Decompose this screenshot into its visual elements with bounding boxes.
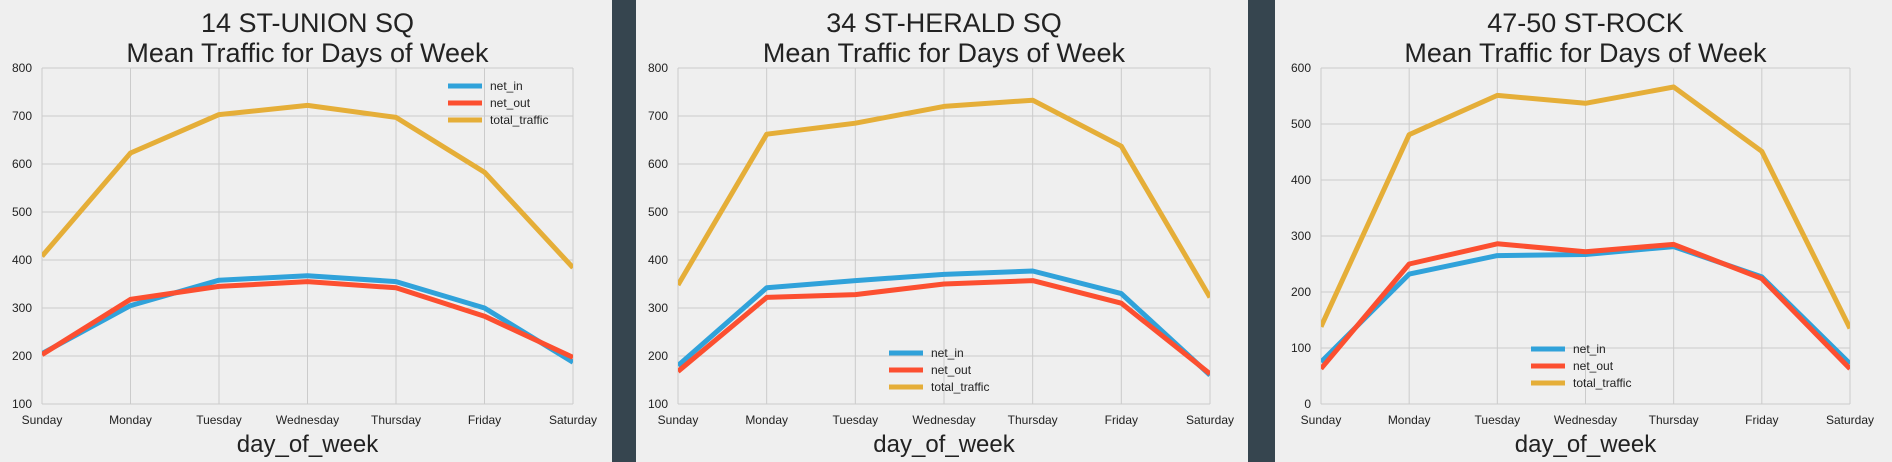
y-tick-label: 200 — [648, 349, 668, 363]
x-tick-label: Sunday — [1301, 413, 1342, 427]
x-tick-label: Monday — [109, 413, 152, 427]
y-tick-label: 300 — [648, 301, 668, 315]
y-tick-label: 500 — [648, 205, 668, 219]
y-tick-label: 300 — [12, 301, 32, 315]
legend-label: net_in — [490, 79, 523, 93]
legend-label: total_traffic — [1573, 376, 1631, 390]
y-tick-label: 100 — [12, 397, 32, 411]
series-line-net-out — [42, 279, 573, 360]
legend-label: net_out — [931, 363, 972, 377]
y-tick-label: 600 — [648, 157, 668, 171]
x-tick-label: Saturday — [1826, 413, 1874, 427]
x-tick-label: Thursday — [1008, 413, 1058, 427]
x-axis-label: day_of_week — [237, 431, 379, 458]
y-tick-label: 600 — [1291, 61, 1311, 75]
x-tick-label: Saturday — [1186, 413, 1234, 427]
y-tick-label: 0 — [1304, 397, 1311, 411]
x-axis-label: day_of_week — [873, 431, 1015, 458]
x-tick-label: Saturday — [549, 413, 597, 427]
series-line-total-traffic — [42, 102, 573, 270]
series-line-net-in — [678, 268, 1210, 378]
chart-title: 47-50 ST-ROCK Mean Traffic for Days of We… — [1404, 8, 1767, 68]
chart-union-sq: 14 ST-UNION SQ Mean Traffic for Days of W… — [12, 8, 597, 458]
chart-legend: net_in net_out total_traffic — [889, 346, 989, 394]
y-tick-label: 800 — [12, 61, 32, 75]
y-tick-label: 100 — [1291, 341, 1311, 355]
y-tick-label: 100 — [648, 397, 668, 411]
x-tick-label: Tuesday — [1475, 413, 1521, 427]
legend-label: total_traffic — [490, 113, 548, 127]
x-tick-label: Sunday — [658, 413, 699, 427]
y-tick-label: 700 — [648, 109, 668, 123]
chart-title-line: Mean Traffic for Days of Week — [126, 38, 489, 68]
y-tick-label: 600 — [12, 157, 32, 171]
y-tick-label: 200 — [12, 349, 32, 363]
x-tick-label: Friday — [468, 413, 501, 427]
y-tick-label: 500 — [12, 205, 32, 219]
x-tick-label: Tuesday — [196, 413, 242, 427]
y-tick-label: 800 — [648, 61, 668, 75]
series-line-net-in — [42, 273, 573, 365]
y-tick-label: 200 — [1291, 285, 1311, 299]
series-line-total-traffic — [1321, 84, 1850, 330]
x-axis-label: day_of_week — [1515, 431, 1657, 458]
x-tick-label: Friday — [1105, 413, 1138, 427]
chart-panel-herald-sq: 34 ST-HERALD SQ Mean Traffic for Days of … — [636, 0, 1248, 462]
legend-label: net_in — [931, 346, 964, 360]
chart-title-line: 14 ST-UNION SQ — [201, 8, 414, 38]
series-line-total-traffic — [678, 97, 1210, 299]
chart-legend: net_in net_out total_traffic — [448, 79, 548, 127]
legend-label: net_in — [1573, 342, 1606, 356]
x-tick-label: Monday — [1388, 413, 1431, 427]
chart-herald-sq: 34 ST-HERALD SQ Mean Traffic for Days of … — [648, 8, 1234, 458]
y-tick-label: 400 — [1291, 173, 1311, 187]
legend-label: total_traffic — [931, 380, 989, 394]
legend-label: net_out — [490, 96, 531, 110]
chart-legend: net_in net_out total_traffic — [1531, 342, 1631, 390]
x-tick-label: Sunday — [22, 413, 63, 427]
chart-title-line: Mean Traffic for Days of Week — [763, 38, 1126, 68]
chart-panel-union-sq: 14 ST-UNION SQ Mean Traffic for Days of W… — [0, 0, 612, 462]
x-tick-label: Friday — [1745, 413, 1778, 427]
x-tick-label: Wednesday — [1554, 413, 1617, 427]
chart-title-line: Mean Traffic for Days of Week — [1404, 38, 1767, 68]
y-tick-label: 300 — [1291, 229, 1311, 243]
x-tick-label: Wednesday — [276, 413, 339, 427]
y-tick-label: 400 — [648, 253, 668, 267]
y-tick-label: 700 — [12, 109, 32, 123]
chart-panel-rock: 47-50 ST-ROCK Mean Traffic for Days of We… — [1275, 0, 1892, 462]
x-tick-label: Tuesday — [833, 413, 879, 427]
chart-title: 14 ST-UNION SQ Mean Traffic for Days of W… — [126, 8, 489, 68]
x-tick-label: Monday — [745, 413, 788, 427]
legend-label: net_out — [1573, 359, 1614, 373]
series-line-net-out — [678, 278, 1210, 376]
series-line-net-out — [1321, 241, 1850, 371]
chart-title-line: 34 ST-HERALD SQ — [826, 8, 1062, 38]
chart-rock: 47-50 ST-ROCK Mean Traffic for Days of We… — [1291, 8, 1874, 458]
y-tick-label: 500 — [1291, 117, 1311, 131]
y-tick-label: 400 — [12, 253, 32, 267]
x-tick-label: Thursday — [371, 413, 421, 427]
chart-title: 34 ST-HERALD SQ Mean Traffic for Days of … — [763, 8, 1126, 68]
x-tick-label: Thursday — [1649, 413, 1699, 427]
x-tick-label: Wednesday — [912, 413, 975, 427]
chart-title-line: 47-50 ST-ROCK — [1487, 8, 1684, 38]
